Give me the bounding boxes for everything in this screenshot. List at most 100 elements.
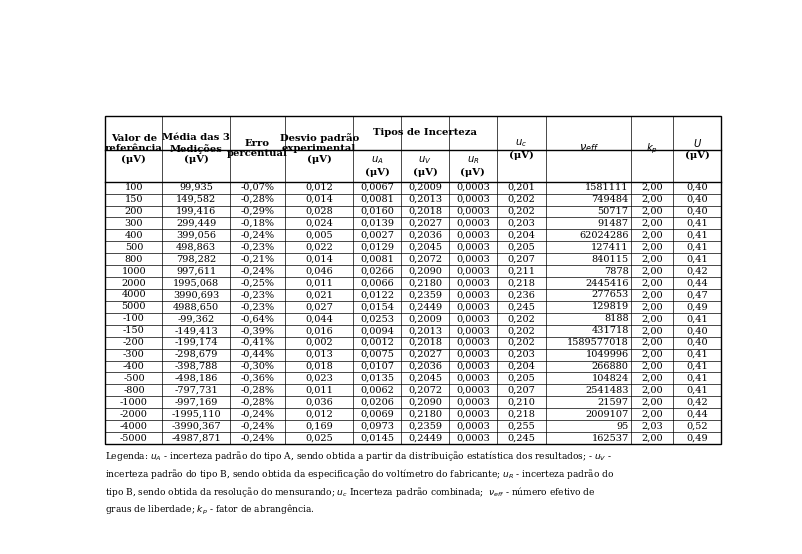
Text: -997,169: -997,169	[174, 398, 217, 407]
Text: -0,36%: -0,36%	[240, 374, 274, 383]
Text: -400: -400	[123, 362, 144, 371]
Text: -199,174: -199,174	[174, 338, 217, 347]
Text: 0,207: 0,207	[507, 255, 535, 264]
Text: 0,245: 0,245	[507, 434, 535, 443]
Text: $u_R$
(μV): $u_R$ (μV)	[460, 155, 484, 177]
Text: 0,52: 0,52	[686, 422, 707, 430]
Text: 500: 500	[124, 243, 143, 252]
Text: 2,00: 2,00	[640, 434, 662, 443]
Text: -0,25%: -0,25%	[240, 279, 274, 288]
Text: 0,044: 0,044	[305, 314, 333, 324]
Text: 2,00: 2,00	[640, 302, 662, 311]
Text: 2,00: 2,00	[640, 219, 662, 228]
Text: 1581111: 1581111	[585, 183, 628, 192]
Text: 0,2045: 0,2045	[407, 243, 441, 252]
Text: 2,00: 2,00	[640, 410, 662, 419]
Text: 162537: 162537	[590, 434, 628, 443]
Text: -0,18%: -0,18%	[240, 219, 274, 228]
Text: 0,41: 0,41	[686, 255, 707, 264]
Text: 0,021: 0,021	[305, 290, 333, 300]
Text: 0,018: 0,018	[305, 362, 333, 371]
Text: 0,41: 0,41	[686, 350, 707, 359]
Text: 2,00: 2,00	[640, 243, 662, 252]
Text: 0,0003: 0,0003	[456, 410, 489, 419]
Text: 0,40: 0,40	[686, 326, 707, 335]
Text: 0,022: 0,022	[305, 243, 333, 252]
Text: 0,2036: 0,2036	[407, 231, 441, 240]
Text: 0,40: 0,40	[686, 207, 707, 216]
Text: -0,44%: -0,44%	[240, 350, 274, 359]
Text: 0,47: 0,47	[686, 290, 707, 300]
Text: 0,0253: 0,0253	[359, 314, 394, 324]
Text: 0,0094: 0,0094	[360, 326, 394, 335]
Text: 0,44: 0,44	[686, 410, 707, 419]
Text: 200: 200	[124, 207, 143, 216]
Text: 800: 800	[124, 255, 143, 264]
Text: 0,40: 0,40	[686, 195, 707, 204]
Text: 0,202: 0,202	[507, 314, 535, 324]
Text: -0,23%: -0,23%	[240, 302, 274, 311]
Text: 0,0003: 0,0003	[456, 290, 489, 300]
Text: 399,056: 399,056	[176, 231, 216, 240]
Text: 0,40: 0,40	[686, 183, 707, 192]
Text: -2000: -2000	[119, 410, 148, 419]
Text: $u_c$
(μV): $u_c$ (μV)	[508, 137, 533, 160]
Text: -0,23%: -0,23%	[240, 243, 274, 252]
Text: 0,011: 0,011	[305, 279, 333, 288]
Text: 2,00: 2,00	[640, 362, 662, 371]
Text: -4987,871: -4987,871	[171, 434, 221, 443]
Text: 0,0003: 0,0003	[456, 350, 489, 359]
Text: 400: 400	[124, 231, 143, 240]
Text: 0,205: 0,205	[507, 243, 535, 252]
Text: -800: -800	[123, 386, 144, 395]
Text: -0,24%: -0,24%	[240, 422, 274, 430]
Text: 0,41: 0,41	[686, 314, 707, 324]
Text: 0,0154: 0,0154	[359, 302, 394, 311]
Text: -0,24%: -0,24%	[240, 231, 274, 240]
Text: 0,0003: 0,0003	[456, 195, 489, 204]
Text: 2,00: 2,00	[640, 207, 662, 216]
Text: 2445416: 2445416	[585, 279, 628, 288]
Text: 0,0066: 0,0066	[360, 279, 394, 288]
Text: -300: -300	[123, 350, 144, 359]
Text: 0,2072: 0,2072	[407, 386, 441, 395]
Text: Tipos de Incerteza: Tipos de Incerteza	[372, 128, 476, 137]
Text: 0,2359: 0,2359	[407, 290, 441, 300]
Text: 0,0003: 0,0003	[456, 207, 489, 216]
Text: 0,0027: 0,0027	[359, 231, 394, 240]
Text: 0,2449: 0,2449	[407, 302, 441, 311]
Text: -0,29%: -0,29%	[240, 207, 274, 216]
Text: 0,0973: 0,0973	[359, 422, 394, 430]
Text: 7878: 7878	[603, 266, 628, 275]
Text: -99,362: -99,362	[177, 314, 214, 324]
Text: 199,416: 199,416	[176, 207, 216, 216]
Text: Média das 3
Medições
(μV): Média das 3 Medições (μV)	[162, 133, 229, 164]
Text: 2,00: 2,00	[640, 386, 662, 395]
Text: 0,211: 0,211	[507, 266, 535, 275]
Text: 2541483: 2541483	[585, 386, 628, 395]
Text: 0,0075: 0,0075	[360, 350, 394, 359]
Text: 0,027: 0,027	[305, 302, 333, 311]
Text: 0,0003: 0,0003	[456, 386, 489, 395]
Text: 2,03: 2,03	[640, 422, 662, 430]
Text: 0,0012: 0,0012	[359, 338, 394, 347]
Text: 0,013: 0,013	[305, 350, 333, 359]
Text: 0,2449: 0,2449	[407, 434, 441, 443]
Text: 0,41: 0,41	[686, 219, 707, 228]
Text: 0,0003: 0,0003	[456, 362, 489, 371]
Text: 5000: 5000	[122, 302, 146, 311]
Text: 0,40: 0,40	[686, 338, 707, 347]
Text: 2,00: 2,00	[640, 266, 662, 275]
Text: 99,935: 99,935	[179, 183, 213, 192]
Text: -298,679: -298,679	[174, 350, 217, 359]
Text: 95: 95	[616, 422, 628, 430]
Text: -797,731: -797,731	[174, 386, 217, 395]
Text: 0,011: 0,011	[305, 386, 333, 395]
Text: -0,28%: -0,28%	[240, 195, 274, 204]
Text: -0,41%: -0,41%	[240, 338, 274, 347]
Text: 0,0003: 0,0003	[456, 338, 489, 347]
Text: 2009107: 2009107	[585, 410, 628, 419]
Text: -0,24%: -0,24%	[240, 266, 274, 275]
Text: 1049996: 1049996	[585, 350, 628, 359]
Text: 0,2013: 0,2013	[407, 326, 441, 335]
